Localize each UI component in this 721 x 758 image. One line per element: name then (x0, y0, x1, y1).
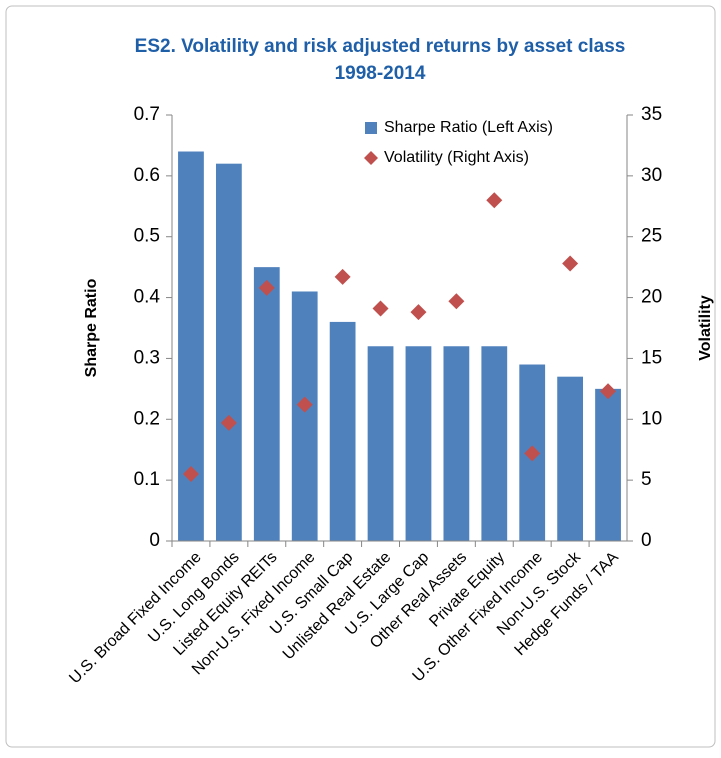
marker (182, 466, 199, 483)
legend-swatch (364, 151, 378, 165)
y2-tick-label: 20 (641, 287, 662, 308)
chart-title: ES2. Volatility and risk adjusted return… (135, 36, 626, 57)
y-tick-label: 0.4 (134, 287, 161, 308)
chart-title: 1998-2014 (335, 63, 426, 84)
marker (258, 279, 275, 296)
y2-tick-label: 10 (641, 408, 662, 429)
y-tick-label: 0.7 (134, 104, 160, 125)
bar (253, 267, 280, 541)
marker (220, 414, 237, 431)
legend-box (355, 105, 615, 181)
bar (329, 321, 356, 541)
y2-axis-title: Volatility (697, 295, 714, 361)
y-tick-label: 0.1 (134, 469, 160, 490)
bar (481, 346, 508, 541)
legend-swatch (365, 122, 377, 134)
y2-tick-label: 25 (641, 226, 662, 247)
bar (367, 346, 394, 541)
bar (291, 291, 318, 541)
y2-tick-label: 0 (641, 530, 652, 551)
y-tick-label: 0 (149, 530, 160, 551)
marker (486, 192, 503, 209)
bar (557, 376, 584, 541)
y-tick-label: 0.6 (134, 165, 160, 186)
bar (178, 151, 204, 541)
bar (443, 346, 470, 541)
y2-tick-label: 30 (641, 165, 662, 186)
bar (595, 388, 621, 541)
legend-label: Volatility (Right Axis) (384, 149, 529, 166)
marker (562, 255, 579, 272)
marker (410, 304, 427, 321)
y2-tick-label: 5 (641, 469, 652, 490)
marker (296, 396, 313, 413)
y2-tick-label: 15 (641, 347, 662, 368)
bar (215, 163, 242, 541)
legend-label: Sharpe Ratio (Left Axis) (384, 119, 553, 136)
y2-tick-label: 35 (641, 104, 662, 125)
marker (524, 445, 541, 462)
y-axis-title: Sharpe Ratio (83, 278, 100, 377)
y-tick-label: 0.2 (134, 408, 160, 429)
marker (600, 383, 617, 400)
marker (448, 293, 465, 310)
marker (372, 300, 389, 317)
marker (334, 268, 351, 285)
bar (405, 346, 432, 541)
y-tick-label: 0.5 (134, 226, 160, 247)
y-tick-label: 0.3 (134, 347, 160, 368)
